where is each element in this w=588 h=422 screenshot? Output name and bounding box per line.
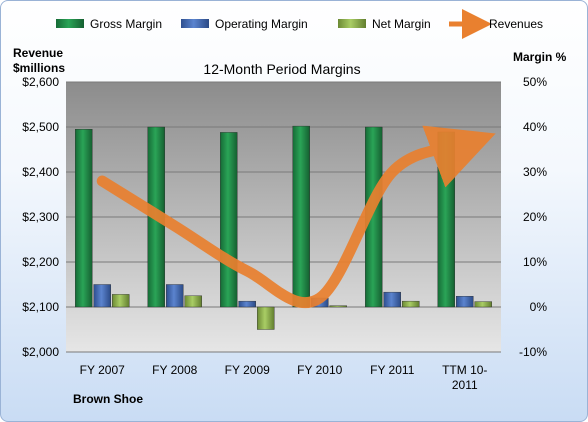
bar-gross-margin [437,131,455,308]
line-layer [96,125,496,309]
legend-label-gross-margin: Gross Margin [90,17,162,31]
chart-title: 12-Month Period Margins [203,61,360,77]
bar-operating-margin [383,291,401,308]
company-name: Brown Shoe [73,392,143,406]
bar-operating-margin [93,284,111,308]
x-axis-ticks: FY 2007 FY 2008 FY 2009 FY 2010 FY 2011 TTM 1… [80,363,488,392]
left-tick-label: $2,100 [22,300,59,314]
x-tick-label: FY 2009 [225,363,270,377]
bar-net-margin [184,295,202,308]
bar-net-margin [329,305,347,308]
bar-operating-margin [456,296,474,308]
left-axis-title-line1: Revenue [13,46,63,60]
x-tick-label: FY 2011 [370,363,415,377]
legend-label-net-margin: Net Margin [372,17,431,31]
right-tick-label: 30% [523,165,547,179]
left-tick-label: $2,600 [22,75,59,89]
left-axis-ticks: $2,000 $2,100 $2,200 $2,300 $2,400 $2,500 $2,6… [22,75,59,359]
bar-gross-margin [220,132,238,308]
x-tick-label: 2011 [452,378,478,392]
legend: Gross Margin Operating Margin Net Margin… [56,9,543,39]
right-axis-ticks: -10% 0% 10% 20% 30% 40% 50% [519,75,547,359]
left-tick-label: $2,200 [22,255,59,269]
revenue-line [96,125,496,309]
bar-gross-margin [292,125,310,308]
left-tick-label: $2,300 [22,210,59,224]
left-axis-title-line2: $millions [13,61,65,75]
right-tick-label: 50% [523,75,547,89]
right-tick-label: -10% [519,345,547,359]
legend-label-operating-margin: Operating Margin [215,17,308,31]
bar-gross-margin [75,129,93,308]
right-tick-label: 20% [523,210,547,224]
x-tick-label: FY 2007 [80,363,125,377]
x-tick-label: FY 2010 [297,363,342,377]
left-tick-label: $2,500 [22,120,59,134]
legend-swatch-gross-margin [56,19,84,28]
legend-label-revenues: Revenues [489,17,543,31]
legend-swatch-operating-margin [181,19,209,28]
right-tick-label: 0% [530,300,548,314]
bar-net-margin [257,306,275,330]
left-tick-label: $2,400 [22,165,59,179]
bar-operating-margin [166,284,184,308]
right-tick-label: 40% [523,120,547,134]
right-tick-label: 10% [523,255,547,269]
left-tick-label: $2,000 [22,345,59,359]
bar-operating-margin [238,300,256,308]
x-tick-label: TTM 10- [442,363,487,377]
legend-swatch-net-margin [338,19,366,28]
bar-net-margin [474,301,492,308]
right-axis-title: Margin % [513,50,567,64]
bar-net-margin [402,300,420,308]
x-tick-label: FY 2008 [152,363,197,377]
bar-net-margin [112,294,130,308]
